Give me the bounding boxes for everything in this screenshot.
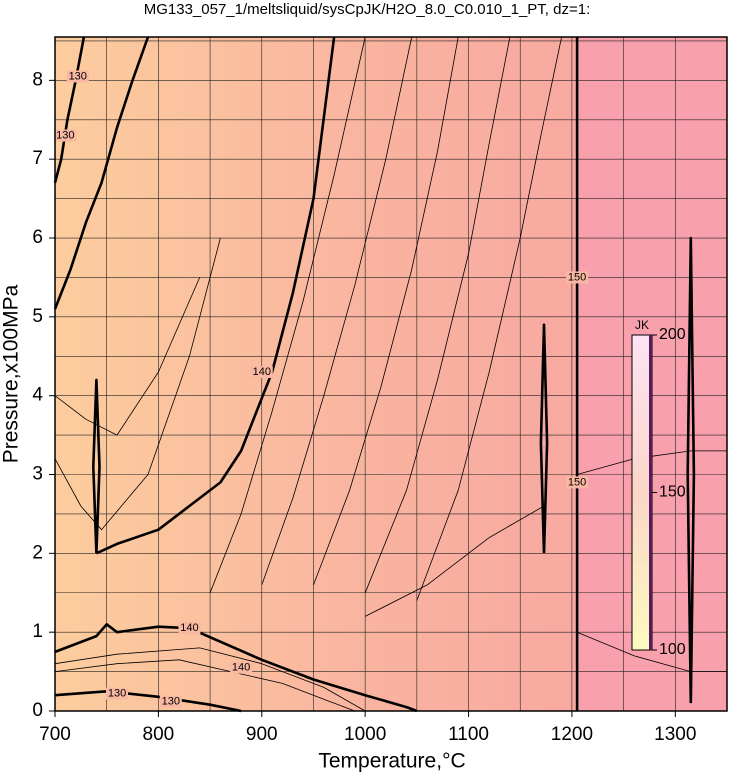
plot-area: 130 130 140 150 150 140 140 130 130 <box>53 36 728 713</box>
contour-label: 130 <box>69 70 87 82</box>
x-axis-label: Temperature,°C <box>318 750 465 773</box>
contour-line <box>576 450 727 475</box>
contour-line <box>92 378 101 554</box>
y-tick-label: 0 <box>32 700 43 721</box>
contour-label: 150 <box>568 271 586 283</box>
contour-label: 130 <box>162 695 180 707</box>
contour-label-bg <box>54 129 77 142</box>
contour-line <box>54 237 221 531</box>
plot-frame <box>54 36 728 712</box>
x-tick-label: 1100 <box>448 724 489 745</box>
contour-label-bg <box>159 695 182 708</box>
contour-line <box>54 647 366 712</box>
contour-label-bg <box>66 70 89 83</box>
contour-line <box>209 36 366 593</box>
contour-line <box>365 505 545 617</box>
y-axis-label: Pressure,x100MPa <box>0 284 23 463</box>
colorbar-tick-label: 150 <box>659 484 686 501</box>
contour-line <box>416 36 562 601</box>
y-tick-label: 8 <box>32 69 43 90</box>
y-tick-label: 5 <box>32 306 43 327</box>
contour-label: 130 <box>56 129 74 141</box>
contour-line <box>576 631 727 672</box>
x-tick-label: 900 <box>246 724 278 745</box>
contour-line <box>53 36 86 184</box>
contour-line <box>54 622 418 713</box>
y-tick-label: 4 <box>32 385 43 406</box>
contour-line <box>364 36 511 593</box>
y-tick-label: 3 <box>32 464 43 485</box>
x-tick-label: 800 <box>143 724 175 745</box>
contour-line <box>54 277 201 436</box>
y-tick-label: 7 <box>32 148 43 169</box>
contour-line <box>261 36 413 586</box>
contour-label-bg <box>566 476 589 489</box>
y-tick-label: 1 <box>32 621 43 642</box>
contour-label-bg <box>178 622 201 635</box>
colorbar-label: JK <box>635 318 649 332</box>
x-tick-label: 1000 <box>344 724 386 745</box>
contour-line <box>95 36 336 555</box>
chart-title: MG133_057_1/meltsliquid/sysCpJK/H2O_8.0_… <box>144 1 591 18</box>
colorbar-tick-label: 100 <box>659 641 686 658</box>
x-tick-label: 1300 <box>654 724 696 745</box>
colorbar-tick-label: 200 <box>659 326 686 343</box>
contour-line <box>54 689 242 713</box>
y-tick-label: 2 <box>32 542 43 563</box>
x-tick-label: 1200 <box>551 724 593 745</box>
contour-line <box>53 36 150 310</box>
contour-line <box>539 323 549 554</box>
contour-label: 140 <box>180 622 198 634</box>
contour-label: 150 <box>568 476 586 488</box>
contour-label-bg <box>230 661 253 674</box>
y-tick-label: 6 <box>32 227 43 248</box>
contour-label-bg <box>566 271 589 284</box>
contour-line <box>313 36 459 586</box>
contour-label: 130 <box>108 688 126 700</box>
contour-label: 140 <box>232 662 250 674</box>
contour-label-bg <box>250 366 273 379</box>
contour-label-bg <box>106 687 129 700</box>
contour-line <box>686 236 696 704</box>
x-tick-label: 700 <box>39 724 71 745</box>
contour-label: 140 <box>253 366 271 378</box>
